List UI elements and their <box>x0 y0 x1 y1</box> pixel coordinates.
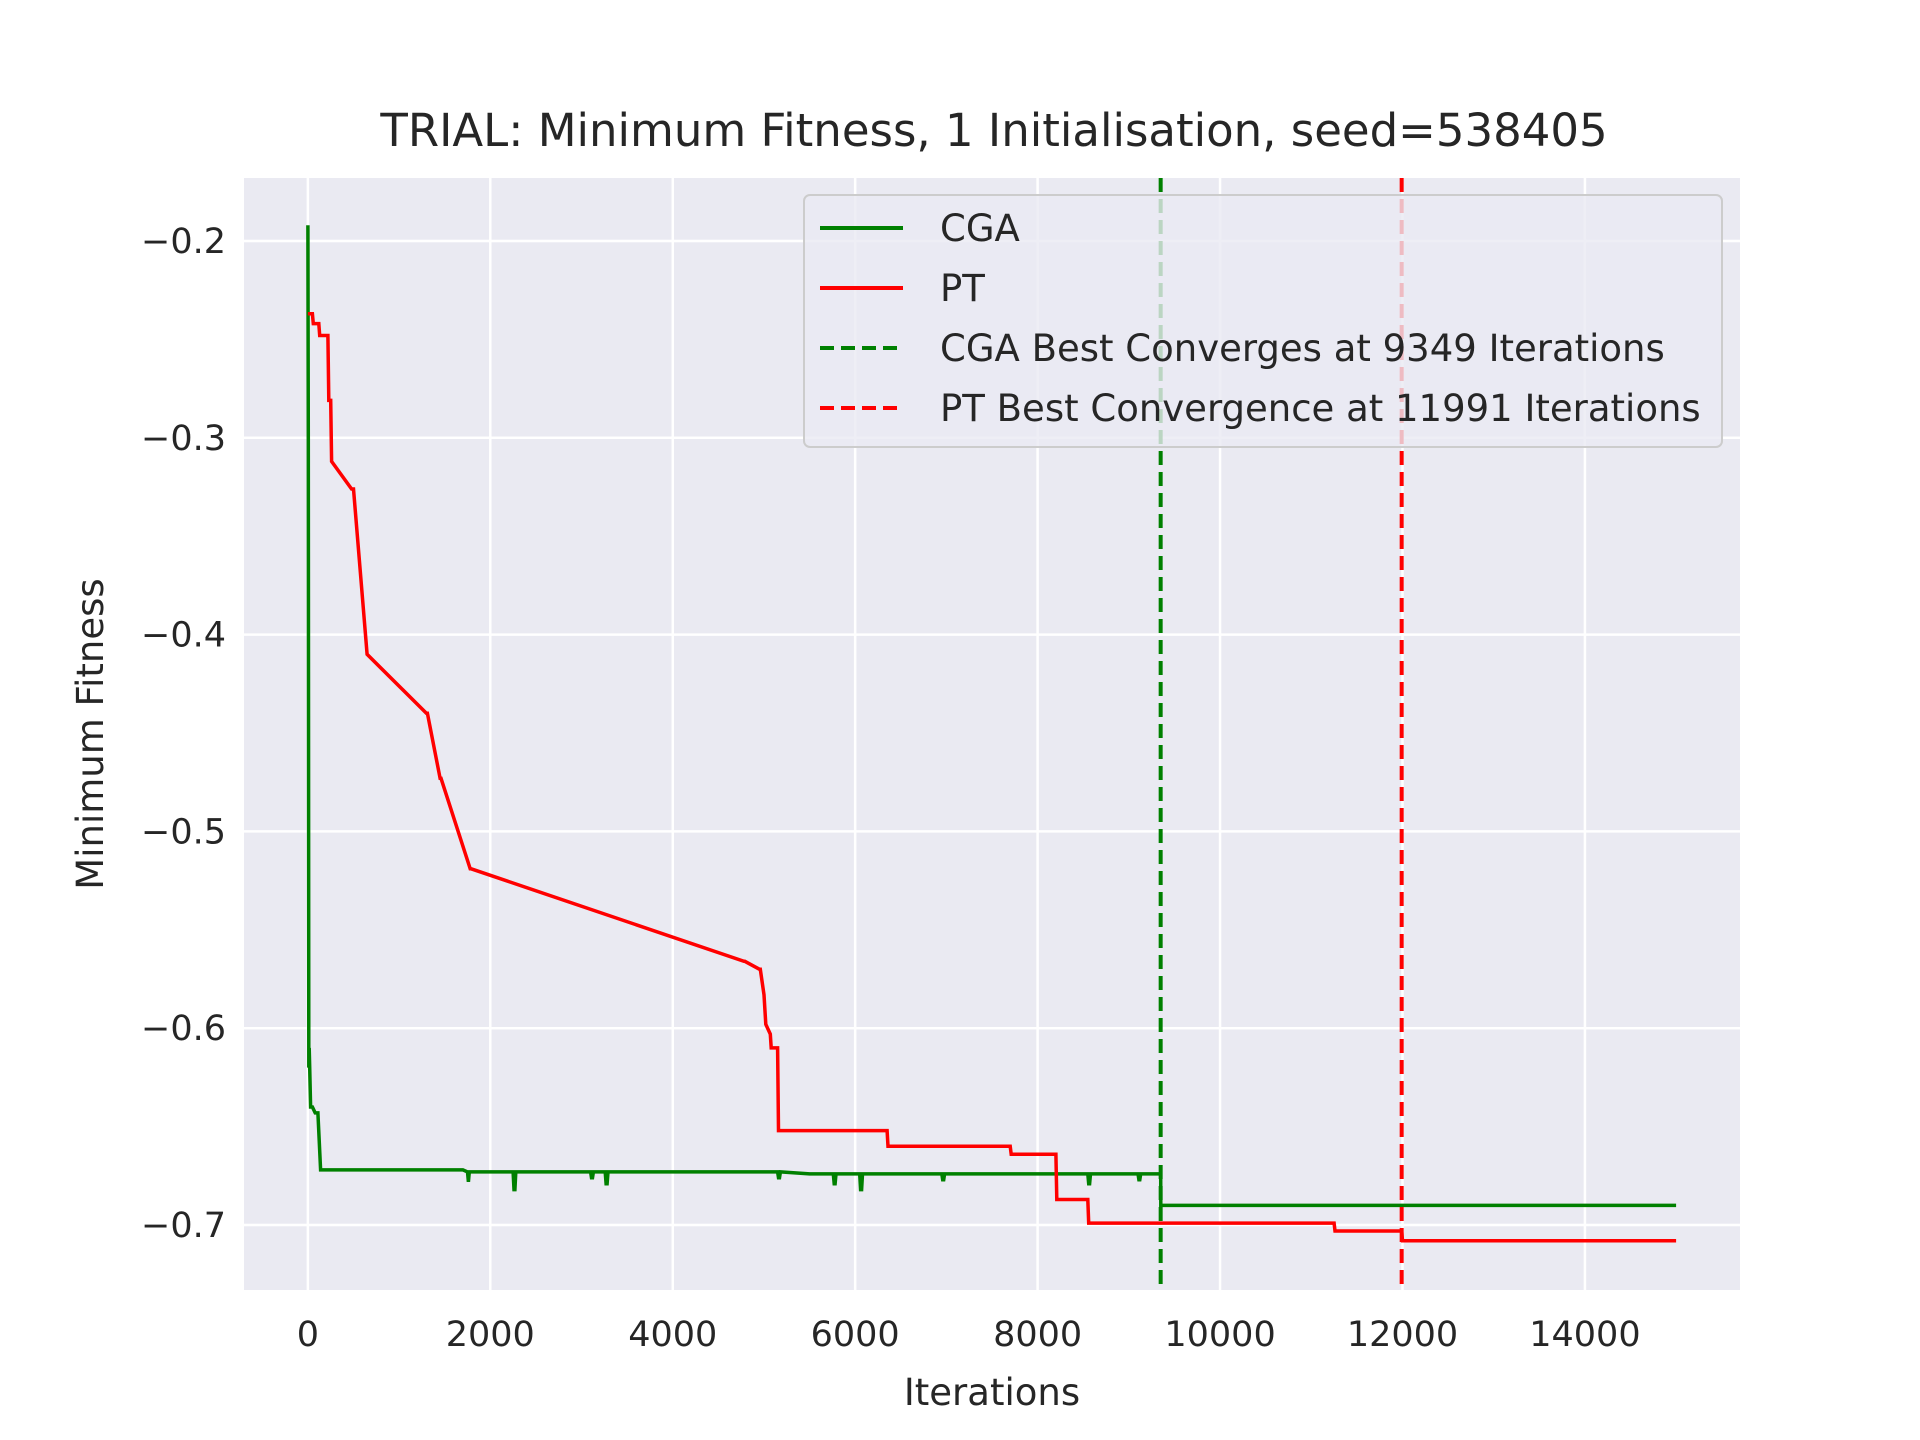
x-tick-label: 10000 <box>1164 1315 1275 1355</box>
x-tick-label: 4000 <box>628 1315 717 1355</box>
series-lines <box>306 225 1677 1243</box>
y-axis-label: Minimum Fitness <box>69 578 112 889</box>
legend-box <box>803 194 1723 448</box>
legend-label: CGA Best Converges at 9349 Iterations <box>940 327 1665 370</box>
chart-title: TRIAL: Minimum Fitness, 1 Initialisation… <box>379 104 1607 157</box>
series-line-pt <box>307 312 1677 1243</box>
legend-label: CGA <box>940 207 1020 250</box>
legend-items: CGA PT CGA Best Converges at 9349 Iteratio… <box>820 207 1701 430</box>
y-tick-label: −0.5 <box>141 812 226 852</box>
y-tick-labels: −0.2 −0.3 −0.4 −0.5 −0.6 −0.7 <box>141 222 226 1246</box>
legend: CGA PT CGA Best Converges at 9349 Iteratio… <box>803 194 1723 448</box>
x-tick-label: 2000 <box>446 1315 535 1355</box>
legend-label: PT Best Convergence at 11991 Iterations <box>940 387 1701 430</box>
x-tick-label: 8000 <box>993 1315 1082 1355</box>
x-tick-labels: 0 2000 4000 6000 8000 10000 12000 14000 <box>297 1315 1641 1355</box>
x-axis-label: Iterations <box>904 1371 1080 1414</box>
x-tick-label: 14000 <box>1529 1315 1640 1355</box>
x-tick-label: 12000 <box>1347 1315 1458 1355</box>
x-tick-label: 0 <box>297 1315 319 1355</box>
y-tick-label: −0.6 <box>141 1009 226 1049</box>
series-line-cga <box>306 225 1677 1208</box>
y-tick-label: −0.2 <box>141 222 226 262</box>
convergence-lines <box>1158 178 1404 1290</box>
x-tick-label: 6000 <box>811 1315 900 1355</box>
y-tick-label: −0.4 <box>141 616 226 656</box>
legend-label: PT <box>940 267 985 310</box>
y-tick-label: −0.3 <box>141 419 226 459</box>
y-tick-label: −0.7 <box>141 1206 226 1246</box>
